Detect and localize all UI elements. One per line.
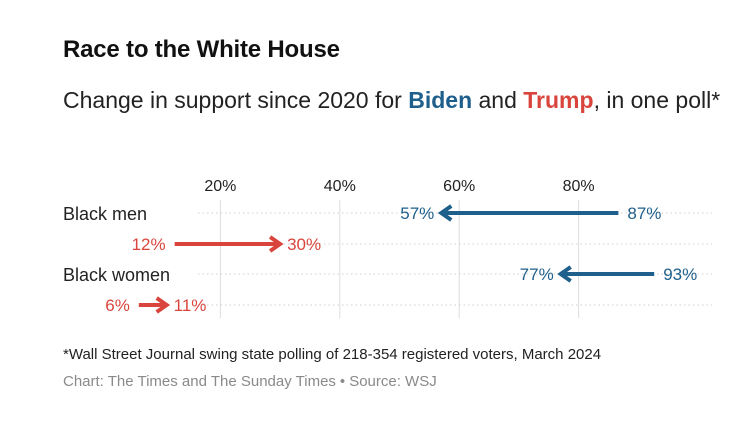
category-label: Black men xyxy=(63,204,147,224)
value-label-from: 12% xyxy=(132,235,166,254)
value-label-from: 87% xyxy=(627,204,661,223)
subtitle-biden: Biden xyxy=(408,87,473,113)
value-label-from: 93% xyxy=(663,265,697,284)
footnote: *Wall Street Journal swing state polling… xyxy=(63,346,602,363)
chart-title: Race to the White House xyxy=(63,36,340,63)
source: Source: WSJ xyxy=(349,373,437,390)
credit: Chart: The Times and The Sunday Times xyxy=(63,373,336,390)
source-line: Chart: The Times and The Sunday Times • So… xyxy=(63,373,437,390)
value-label-to: 30% xyxy=(287,235,321,254)
value-label-to: 77% xyxy=(520,265,554,284)
subtitle-trump: Trump xyxy=(523,87,594,113)
x-tick-label: 80% xyxy=(563,178,595,195)
value-label-from: 6% xyxy=(105,296,130,315)
arrow-head xyxy=(268,235,284,253)
subtitle-prefix: Change in support since 2020 for xyxy=(63,87,409,113)
category-label: Black women xyxy=(63,265,170,285)
separator: • xyxy=(339,373,346,390)
arrow-head xyxy=(155,296,171,314)
x-tick-label: 20% xyxy=(204,178,236,195)
value-label-to: 57% xyxy=(400,204,434,223)
subtitle-and: and xyxy=(472,87,524,113)
arrow-head xyxy=(557,265,572,283)
value-label-to: 11% xyxy=(174,296,207,315)
x-axis-ticks: 20% 40% 60% 80% xyxy=(204,178,594,195)
x-tick-label: 40% xyxy=(324,178,356,195)
x-tick-label: 60% xyxy=(443,178,475,195)
chart-subtitle: Change in support since 2020 for Biden a… xyxy=(63,84,723,116)
category-labels: Black men Black women xyxy=(63,204,170,285)
value-labels: 87% 57% 93% 77% 12% 30% 6% 11% xyxy=(105,204,697,315)
arrow-head xyxy=(437,204,453,222)
subtitle-suffix: , in one poll* xyxy=(593,87,721,113)
arrows xyxy=(138,204,655,314)
